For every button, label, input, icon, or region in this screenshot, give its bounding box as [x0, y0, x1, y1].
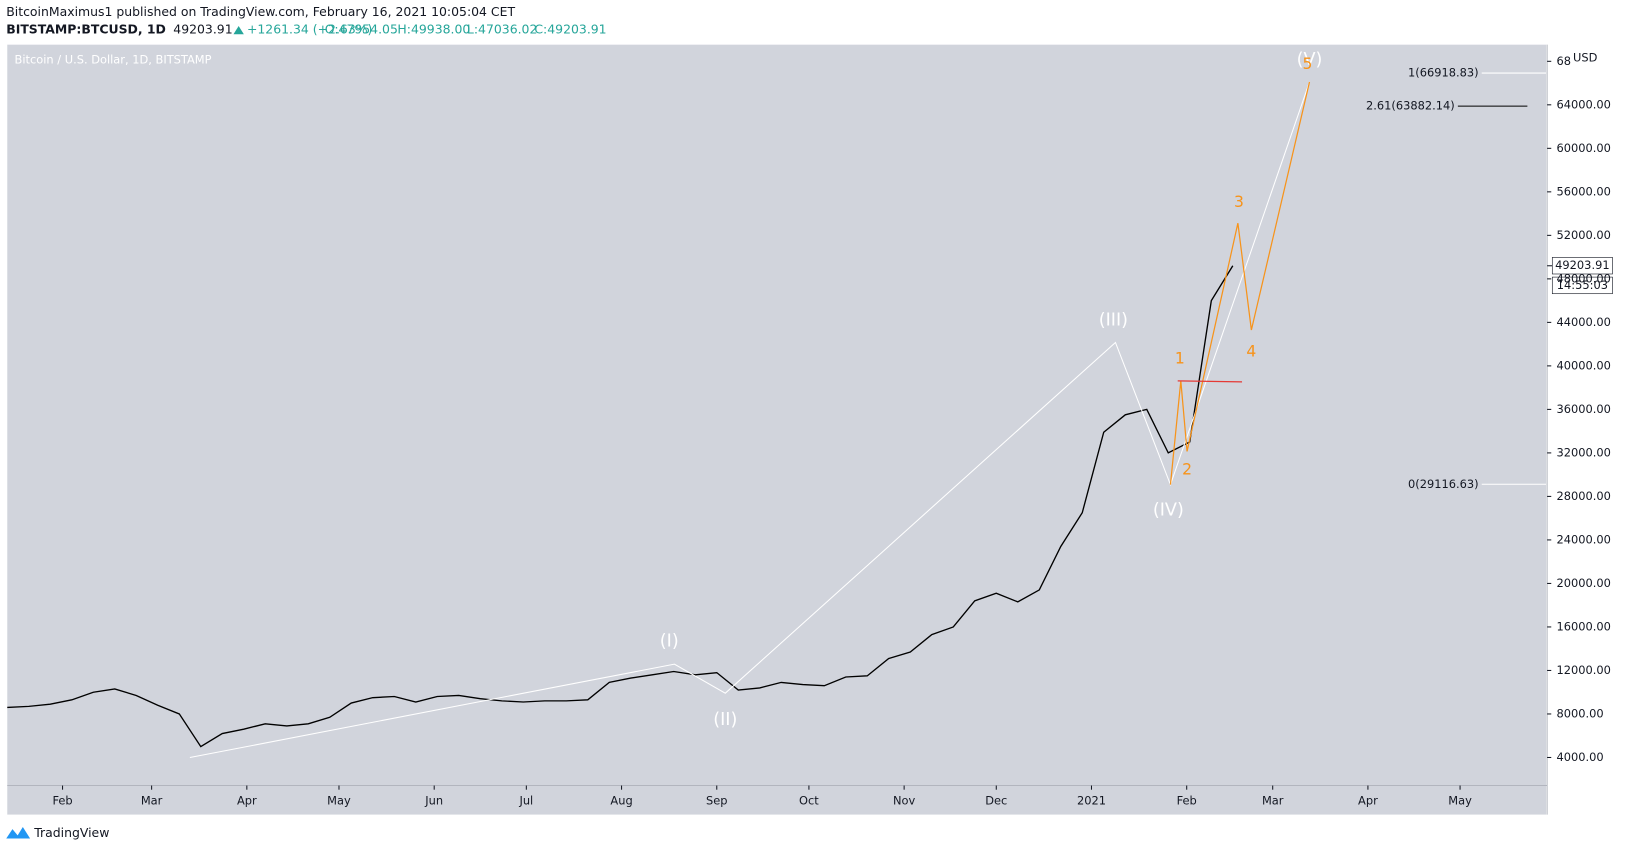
wave-label: (II) — [713, 710, 737, 730]
change: +1261.34 (+2.63%) — [247, 22, 372, 37]
y-tick-label: 8000.00 — [1556, 706, 1603, 720]
countdown: 14:55:03 — [1557, 278, 1608, 292]
subwave-line — [1169, 81, 1311, 485]
y-tick-label: 68 — [1556, 54, 1571, 68]
wave-label: (I) — [660, 631, 679, 651]
close: C:49203.91 — [534, 22, 606, 37]
x-tick-label: Nov — [893, 794, 916, 808]
x-tick-label: Jun — [424, 794, 443, 808]
publisher: BitcoinMaximus1 published on TradingView… — [6, 4, 515, 19]
high: H:49938.00 — [397, 22, 470, 37]
subwave-label: 4 — [1246, 342, 1256, 360]
chart-title: Bitcoin / U.S. Dollar, 1D, BITSTAMP — [15, 53, 212, 67]
x-tick-label: Apr — [1358, 794, 1378, 808]
y-tick-label: 4000.00 — [1556, 750, 1603, 764]
y-tick-label: 28000.00 — [1556, 489, 1610, 503]
x-tick-label: Dec — [985, 794, 1007, 808]
subwave-label: 3 — [1234, 193, 1244, 211]
x-tick-label: May — [1448, 794, 1472, 808]
y-tick-label: 36000.00 — [1556, 402, 1610, 416]
footer-brand: TradingView — [33, 825, 109, 840]
last: 49203.91 — [173, 22, 232, 37]
subwave-label: 2 — [1182, 461, 1192, 479]
y-tick-label: 64000.00 — [1556, 97, 1610, 111]
wave-label: (IV) — [1153, 501, 1184, 521]
low: L:47036.02 — [467, 22, 537, 37]
fib-label: 2.61(63882.14) — [1366, 99, 1455, 113]
plot-area — [7, 44, 1547, 815]
y-unit: USD — [1573, 51, 1598, 65]
up-arrow — [233, 25, 244, 35]
wave-label: (V) — [1297, 50, 1323, 70]
y-tick-label: 52000.00 — [1556, 228, 1610, 242]
marks: 1(66918.83) 2.61(63882.14) 0(29116.63) — [7, 66, 1547, 748]
x-tick-label: Aug — [610, 794, 632, 808]
x-tick-label: Apr — [237, 794, 257, 808]
symbol: BITSTAMP:BTCUSD, 1D — [6, 22, 166, 37]
y-tick-label: 60000.00 — [1556, 141, 1610, 155]
last-price-label: 49203.91 — [1555, 258, 1609, 272]
y-tick-label: 16000.00 — [1556, 619, 1610, 633]
x-tick-label: Oct — [799, 794, 819, 808]
fib-label: 1(66918.83) — [1408, 66, 1479, 80]
wave-label: (III) — [1099, 311, 1128, 331]
y-tick-label: 56000.00 — [1556, 184, 1610, 198]
y-tick-label: 24000.00 — [1556, 532, 1610, 546]
y-tick-label: 40000.00 — [1556, 358, 1610, 372]
y-tick-label: 48000.00 — [1556, 271, 1610, 285]
x-tick-label: May — [327, 794, 351, 808]
wave-line — [189, 81, 1310, 759]
x-tick-label: Feb — [52, 794, 72, 808]
y-tick-label: 32000.00 — [1556, 445, 1610, 459]
y-tick-label: 12000.00 — [1556, 663, 1610, 677]
x-tick-label: Jul — [518, 794, 533, 808]
x-tick-label: Mar — [141, 794, 163, 808]
resistance-line — [1177, 380, 1243, 383]
x-tick-label: Feb — [1177, 794, 1197, 808]
price-line — [7, 265, 1234, 748]
open: O:47954.05 — [325, 22, 398, 37]
x-tick-label: 2021 — [1077, 794, 1106, 808]
x-tick-label: Sep — [706, 794, 728, 808]
subwave-label: 5 — [1302, 55, 1312, 73]
subwave-label: 1 — [1175, 350, 1185, 368]
quote-line: BITSTAMP:BTCUSD, 1D 49203.91 +1261.34 (+… — [6, 22, 606, 37]
x-tick-label: Mar — [1262, 794, 1284, 808]
countdown-tag — [1551, 276, 1613, 295]
logo — [6, 827, 31, 839]
y-tick-label: 20000.00 — [1556, 576, 1610, 590]
y-tick-label: 44000.00 — [1556, 315, 1610, 329]
fib-label: 0(29116.63) — [1408, 477, 1479, 491]
